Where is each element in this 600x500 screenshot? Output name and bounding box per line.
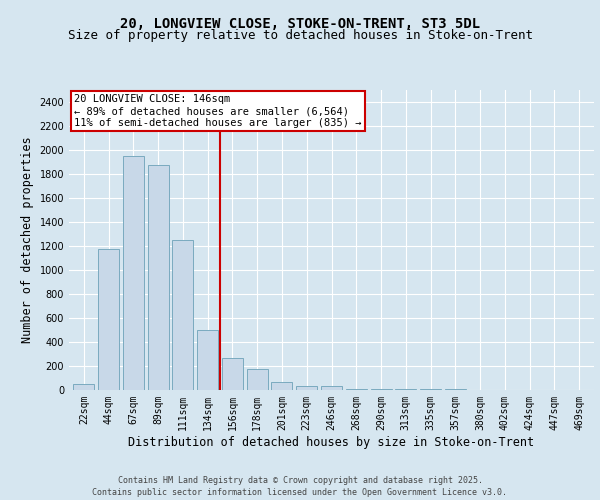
Bar — [172, 240, 193, 390]
Bar — [346, 389, 367, 390]
Text: 20, LONGVIEW CLOSE, STOKE-ON-TRENT, ST3 5DL: 20, LONGVIEW CLOSE, STOKE-ON-TRENT, ST3 … — [120, 18, 480, 32]
Bar — [73, 384, 94, 390]
Bar — [296, 386, 317, 390]
X-axis label: Distribution of detached houses by size in Stoke-on-Trent: Distribution of detached houses by size … — [128, 436, 535, 448]
Bar — [271, 382, 292, 390]
Text: Size of property relative to detached houses in Stoke-on-Trent: Size of property relative to detached ho… — [67, 29, 533, 42]
Bar — [321, 386, 342, 390]
Text: Contains public sector information licensed under the Open Government Licence v3: Contains public sector information licen… — [92, 488, 508, 497]
Bar — [247, 369, 268, 390]
Y-axis label: Number of detached properties: Number of detached properties — [21, 136, 34, 344]
Bar — [148, 165, 169, 390]
Text: Contains HM Land Registry data © Crown copyright and database right 2025.: Contains HM Land Registry data © Crown c… — [118, 476, 482, 485]
Bar — [371, 389, 392, 390]
Bar — [98, 249, 119, 390]
Bar — [197, 330, 218, 390]
Text: 20 LONGVIEW CLOSE: 146sqm
← 89% of detached houses are smaller (6,564)
11% of se: 20 LONGVIEW CLOSE: 146sqm ← 89% of detac… — [74, 94, 362, 128]
Bar — [222, 358, 243, 390]
Bar — [123, 156, 144, 390]
